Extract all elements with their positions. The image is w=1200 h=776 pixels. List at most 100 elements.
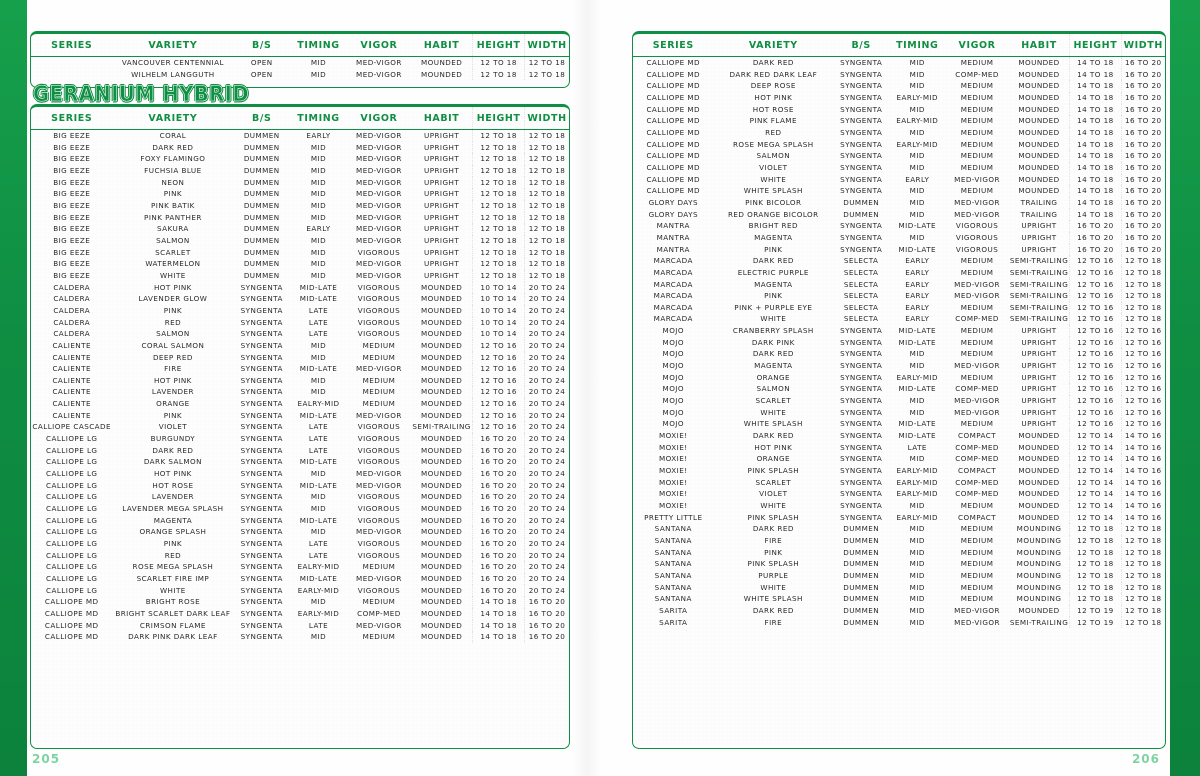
- column-header-variety[interactable]: VARIETY: [112, 107, 234, 130]
- table-row[interactable]: MOXIE! DARK RED SYNGENTA MID-LATE COMPACT MOU…: [633, 430, 1165, 442]
- table-row[interactable]: CALLIOPE LG LAVENDER SYNGENTA MID VIGOROUS MO…: [31, 491, 569, 503]
- table-row[interactable]: CALDERA SALMON SYNGENTA LATE VIGOROUS MOUNDED…: [31, 328, 569, 340]
- table-row[interactable]: MOJO CRANBERRY SPLASH SYNGENTA MID-LATE MEDI…: [633, 325, 1165, 337]
- table-row[interactable]: MARCADA PINK SELECTA EARLY MED-VIGOR SEMI-TRA…: [633, 290, 1165, 302]
- column-header-width[interactable]: WIDTH: [1121, 34, 1165, 57]
- table-row[interactable]: MARCADA WHITE SELECTA EARLY COMP-MED SEMI-TRA…: [633, 313, 1165, 326]
- column-header-height[interactable]: HEIGHT: [472, 34, 526, 57]
- table-row[interactable]: CALIENTE PINK SYNGENTA MID-LATE MED-VIGOR MOU…: [31, 409, 569, 422]
- table-row[interactable]: CALLIOPE LG ROSE MEGA SPLASH SYNGENTA EALRY…: [31, 561, 569, 573]
- table-row[interactable]: MARCADA PINK + PURPLE EYE SELECTA EARLY MEDI…: [633, 301, 1165, 314]
- table-row[interactable]: CALDERA HOT PINK SYNGENTA MID-LATE VIGOROUS M…: [31, 281, 569, 294]
- column-header-series[interactable]: SERIES: [31, 34, 113, 57]
- table-row[interactable]: BIG EEZE PINK PANTHER DUMMEN MID MED-VIGOR UP…: [31, 211, 569, 224]
- column-header-timing[interactable]: TIMING: [889, 34, 946, 57]
- table-row[interactable]: CALDERA LAVENDER GLOW SYNGENTA MID-LATE VIGO…: [31, 293, 569, 305]
- table-row[interactable]: MOJO DARK PINK SYNGENTA MID-LATE MEDIUM UPRIG…: [633, 336, 1165, 349]
- table-row[interactable]: SANTANA WHITE SPLASH DUMMEN MID MEDIUM MOUNDI…: [633, 593, 1165, 605]
- table-row[interactable]: CALLIOPE MD RED SYNGENTA MID MEDIUM MOUNDED 14…: [633, 126, 1165, 139]
- table-row[interactable]: CALLIOPE LG DARK SALMON SYNGENTA MID-LATE VI…: [31, 456, 569, 469]
- table-row[interactable]: BIG EEZE FUCHSIA BLUE DUMMEN MID MED-VIGOR UP…: [31, 164, 569, 177]
- table-row[interactable]: SARITA FIRE DUMMEN MID MED-VIGOR SEMI-TRAILIN…: [633, 616, 1165, 629]
- table-row[interactable]: CALLIOPE LG SCARLET FIRE IMP SYNGENTA MID-L…: [31, 572, 569, 585]
- column-header-height[interactable]: HEIGHT: [1069, 34, 1122, 57]
- table-row[interactable]: MOJO SALMON SYNGENTA MID-LATE COMP-MED UPRIGH…: [633, 383, 1165, 396]
- table-row[interactable]: VANCOUVER CENTENNIAL OPEN MID MED-VIGOR MOUN…: [31, 56, 569, 69]
- column-header-variety[interactable]: VARIETY: [713, 34, 834, 57]
- table-row[interactable]: BIG EEZE NEON DUMMEN MID MED-VIGOR UPRIGHT 12 …: [31, 176, 569, 189]
- table-row[interactable]: CALLIOPE LG DARK RED SYNGENTA LATE VIGOROUS M…: [31, 444, 569, 457]
- table-row[interactable]: BIG EEZE WATERMELON DUMMEN MID MED-VIGOR UPRI…: [31, 258, 569, 270]
- table-row[interactable]: BIG EEZE WHITE DUMMEN MID MED-VIGOR UPRIGHT 12…: [31, 269, 569, 282]
- table-row[interactable]: CALLIOPE LG LAVENDER MEGA SPLASH SYNGENTA M…: [31, 503, 569, 515]
- column-header-variety[interactable]: VARIETY: [112, 34, 234, 57]
- column-header-width[interactable]: WIDTH: [524, 107, 569, 130]
- table-row[interactable]: BIG EEZE CORAL DUMMEN EARLY MED-VIGOR UPRIGHT…: [31, 129, 569, 142]
- column-header-habit[interactable]: HABIT: [1008, 34, 1071, 57]
- table-row[interactable]: MOJO DARK RED SYNGENTA MID MEDIUM UPRIGHT 12 T…: [633, 348, 1165, 361]
- column-header-habit[interactable]: HABIT: [411, 34, 474, 57]
- table-row[interactable]: CALLIOPE LG BURGUNDY SYNGENTA LATE VIGOROUS M…: [31, 433, 569, 445]
- table-row[interactable]: BIG EEZE SALMON DUMMEN MID MED-VIGOR UPRIGHT 1…: [31, 234, 569, 247]
- column-header-habit[interactable]: HABIT: [411, 107, 474, 130]
- table-row[interactable]: GLORY DAYS PINK BICOLOR DUMMEN MID MED-VIGOR…: [633, 196, 1165, 209]
- table-row[interactable]: PRETTY LITTLE PINK SPLASH SYNGENTA EARLY-MI…: [633, 511, 1165, 524]
- table-row[interactable]: CALLIOPE LG MAGENTA SYNGENTA MID-LATE VIGORO…: [31, 514, 569, 527]
- column-header-bs[interactable]: B/S: [833, 34, 890, 57]
- table-row[interactable]: MANTRA PINK SYNGENTA MID-LATE VIGOROUS UPRIGH…: [633, 243, 1165, 256]
- table-row[interactable]: BIG EEZE FOXY FLAMINGO DUMMEN MID MED-VIGOR U…: [31, 153, 569, 165]
- table-row[interactable]: CALDERA PINK SYNGENTA LATE VIGOROUS MOUNDED 10…: [31, 304, 569, 317]
- table-row[interactable]: SANTANA FIRE DUMMEN MID MEDIUM MOUNDING 12 TO …: [633, 534, 1165, 547]
- table-row[interactable]: MARCADA ELECTRIC PURPLE SELECTA EARLY MEDIUM…: [633, 266, 1165, 279]
- table-row[interactable]: MOJO WHITE SYNGENTA MID MED-VIGOR UPRIGHT 12 T…: [633, 406, 1165, 419]
- column-header-bs[interactable]: B/S: [233, 34, 291, 57]
- table-row[interactable]: CALIENTE CORAL SALMON SYNGENTA MID MEDIUM MOU…: [31, 339, 569, 352]
- column-header-bs[interactable]: B/S: [233, 107, 291, 130]
- column-header-timing[interactable]: TIMING: [290, 107, 347, 130]
- table-row[interactable]: CALLIOPE MD DARK RED DARK LEAF SYNGENTA MID…: [633, 68, 1165, 81]
- table-row[interactable]: CALIENTE DEEP RED SYNGENTA MID MEDIUM MOUNDED…: [31, 351, 569, 364]
- table-row[interactable]: SANTANA WHITE DUMMEN MID MEDIUM MOUNDING 12 TO…: [633, 581, 1165, 594]
- table-row[interactable]: CALLIOPE MD WHITE SYNGENTA EARLY MED-VIGOR MO…: [633, 173, 1165, 186]
- table-row[interactable]: MOJO SCARLET SYNGENTA MID MED-VIGOR UPRIGHT 12…: [633, 395, 1165, 407]
- table-row[interactable]: CALIENTE HOT PINK SYNGENTA MID MEDIUM MOUNDED…: [31, 374, 569, 387]
- table-row[interactable]: CALIENTE LAVENDER SYNGENTA MID MEDIUM MOUNDED…: [31, 386, 569, 399]
- table-row[interactable]: CALLIOPE LG PINK SYNGENTA LATE VIGOROUS MOUND…: [31, 537, 569, 550]
- table-row[interactable]: SANTANA PURPLE DUMMEN MID MEDIUM MOUNDING 12 T…: [633, 569, 1165, 582]
- column-header-vigor[interactable]: VIGOR: [346, 107, 412, 130]
- table-row[interactable]: MOJO ORANGE SYNGENTA EARLY-MID MEDIUM UPRIGHT…: [633, 371, 1165, 384]
- column-header-timing[interactable]: TIMING: [290, 34, 347, 57]
- table-row[interactable]: BIG EEZE PINK DUMMEN MID MED-VIGOR UPRIGHT 12 …: [31, 188, 569, 200]
- table-row[interactable]: MANTRA MAGENTA SYNGENTA MID VIGOROUS UPRIGHT 1…: [633, 231, 1165, 244]
- table-row[interactable]: SANTANA DARK RED DUMMEN MID MEDIUM MOUNDING 12…: [633, 523, 1165, 535]
- table-row[interactable]: CALLIOPE MD DEEP ROSE SYNGENTA MID MEDIUM MOU…: [633, 80, 1165, 92]
- table-row[interactable]: CALLIOPE MD ROSE MEGA SPLASH SYNGENTA EARLY…: [633, 138, 1165, 151]
- table-row[interactable]: MANTRA BRIGHT RED SYNGENTA MID-LATE VIGOROUS…: [633, 220, 1165, 232]
- table-row[interactable]: BIG EEZE SAKURA DUMMEN EARLY MED-VIGOR UPRIGH…: [31, 223, 569, 235]
- table-row[interactable]: CALLIOPE MD HOT PINK SYNGENTA EARLY-MID MEDI…: [633, 91, 1165, 104]
- table-row[interactable]: MOXIE! WHITE SYNGENTA MID MEDIUM MOUNDED 12 TO…: [633, 499, 1165, 512]
- table-row[interactable]: CALLIOPE MD VIOLET SYNGENTA MID MEDIUM MOUNDE…: [633, 161, 1165, 174]
- table-row[interactable]: CALIENTE ORANGE SYNGENTA EALRY-MID MEDIUM MOU…: [31, 398, 569, 410]
- table-row[interactable]: BIG EEZE DARK RED DUMMEN MID MED-VIGOR UPRIGH…: [31, 141, 569, 154]
- table-row[interactable]: CALLIOPE LG RED SYNGENTA LATE VIGOROUS MOUNDE…: [31, 549, 569, 562]
- table-row[interactable]: CALLIOPE LG HOT ROSE SYNGENTA MID-LATE MED-V…: [31, 479, 569, 492]
- table-row[interactable]: MARCADA DARK RED SELECTA EARLY MEDIUM SEMI-TR…: [633, 255, 1165, 267]
- table-row[interactable]: SANTANA PINK DUMMEN MID MEDIUM MOUNDING 12 TO …: [633, 546, 1165, 559]
- table-row[interactable]: CALLIOPE MD PINK FLAME SYNGENTA EALRY-MID ME…: [633, 115, 1165, 127]
- table-row[interactable]: CALLIOPE MD CRIMSON FLAME SYNGENTA LATE MED-…: [31, 619, 569, 632]
- table-row[interactable]: CALLIOPE MD DARK RED SYNGENTA MID MEDIUM MOUN…: [633, 56, 1165, 69]
- table-row[interactable]: BIG EEZE PINK BATIK DUMMEN MID MED-VIGOR UPRI…: [31, 199, 569, 212]
- table-row[interactable]: CALDERA RED SYNGENTA LATE VIGOROUS MOUNDED 10 …: [31, 316, 569, 329]
- table-row[interactable]: WILHELM LANGGUTH OPEN MID MED-VIGOR MOUNDED 1…: [31, 68, 569, 81]
- table-row[interactable]: SANTANA PINK SPLASH DUMMEN MID MEDIUM MOUNDIN…: [633, 558, 1165, 570]
- table-row[interactable]: CALLIOPE CASCADE VIOLET SYNGENTA LATE VIGORO…: [31, 421, 569, 434]
- column-header-series[interactable]: SERIES: [633, 34, 714, 57]
- column-header-height[interactable]: HEIGHT: [472, 107, 526, 130]
- table-row[interactable]: MOXIE! PINK SPLASH SYNGENTA EARLY-MID COMPAC…: [633, 464, 1165, 477]
- table-row[interactable]: MOXIE! ORANGE SYNGENTA MID COMP-MED MOUNDED 12…: [633, 453, 1165, 465]
- table-row[interactable]: CALLIOPE MD BRIGHT SCARLET DARK LEAF SYNGE…: [31, 607, 569, 620]
- table-row[interactable]: MOXIE! HOT PINK SYNGENTA LATE COMP-MED MOUNDE…: [633, 441, 1165, 454]
- table-row[interactable]: CALLIOPE LG WHITE SYNGENTA EARLY-MID VIGOROU…: [31, 584, 569, 597]
- table-row[interactable]: CALIENTE FIRE SYNGENTA MID-LATE MED-VIGOR MOU…: [31, 363, 569, 375]
